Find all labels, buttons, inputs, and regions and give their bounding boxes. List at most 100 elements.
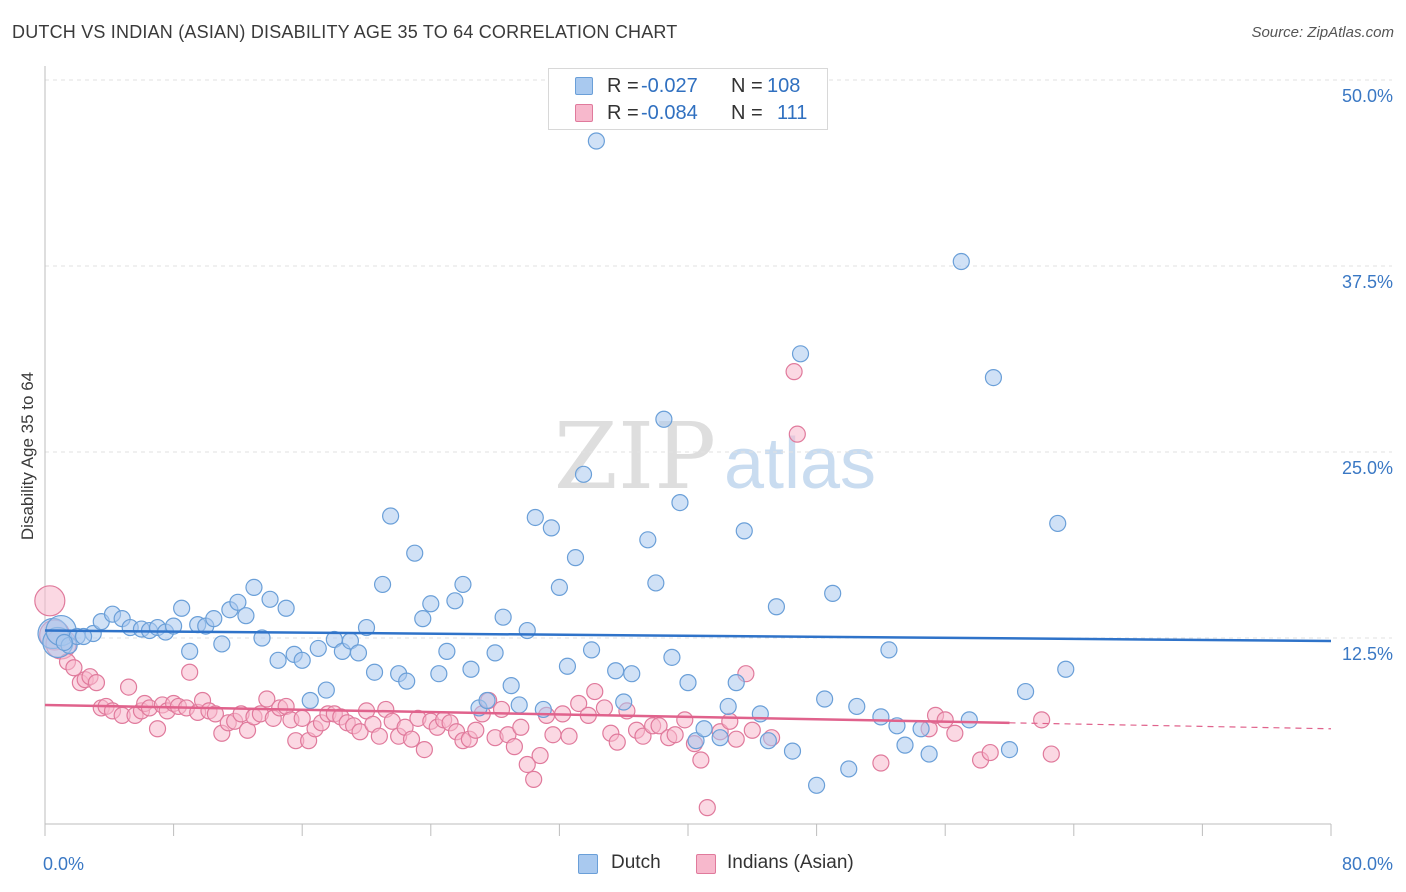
indians-point <box>692 751 710 769</box>
dutch-point <box>639 531 657 549</box>
dutch-point <box>229 593 247 611</box>
stats-n-value: 108 <box>767 75 801 97</box>
indians-point <box>676 711 694 729</box>
indians-point <box>981 743 999 762</box>
indians-point <box>415 740 433 759</box>
dutch-point <box>74 627 93 646</box>
dutch-point <box>687 732 705 750</box>
dutch-point <box>213 635 231 653</box>
dutch-point <box>502 677 520 695</box>
stats-n-label: N = <box>731 102 763 124</box>
dutch-point <box>1057 660 1075 678</box>
dutch-point <box>816 690 834 708</box>
indians-point <box>87 674 106 692</box>
indians-point <box>727 730 745 748</box>
dutch-point <box>237 607 255 625</box>
trend-lines <box>44 629 1332 730</box>
indians-point <box>698 799 716 817</box>
dutch-point <box>309 639 327 658</box>
indians-point <box>148 720 167 738</box>
dutch-point <box>478 691 496 710</box>
y-tick-labels: 12.5% 25.0% 37.5% 50.0% <box>1342 86 1393 664</box>
stats-r-label: R = <box>607 102 639 124</box>
indians-point <box>595 699 614 717</box>
indians-point <box>65 659 83 677</box>
dutch-point <box>759 732 777 750</box>
legend: Dutch Indians (Asian) <box>0 852 1406 878</box>
stats-n-label: N = <box>731 75 763 97</box>
dutch-point <box>494 608 512 626</box>
dutch-point <box>454 575 472 594</box>
dutch-point <box>173 599 191 617</box>
dutch-point <box>398 672 416 690</box>
dutch-point <box>896 736 914 754</box>
dutch-point <box>655 410 673 428</box>
dutch-point <box>446 592 464 610</box>
dutch-point <box>1016 682 1035 701</box>
dutch-point <box>582 641 601 659</box>
indians-point <box>258 690 276 708</box>
indians-point <box>560 727 578 745</box>
dutch-point <box>824 584 842 602</box>
dutch-point <box>735 522 753 540</box>
stats-r-value: -0.084 <box>641 102 698 124</box>
dutch-point <box>550 578 569 597</box>
indians-point <box>293 709 311 727</box>
dutch-point <box>462 660 480 678</box>
indians-point <box>531 746 549 765</box>
dutch-point <box>365 663 384 681</box>
y-tick-label: 37.5% <box>1342 272 1393 292</box>
chart-title: DUTCH VS INDIAN (ASIAN) DISABILITY AGE 3… <box>12 22 678 42</box>
dutch-point <box>566 549 585 567</box>
dutch-point <box>872 708 890 726</box>
dutch-point <box>767 598 786 616</box>
stats-r-value: -0.027 <box>641 75 698 97</box>
dutch-trend-line <box>44 629 1332 643</box>
dutch-point <box>615 693 633 711</box>
dutch-point <box>526 508 544 527</box>
dutch-point <box>430 665 448 683</box>
indians-point <box>570 694 588 713</box>
dutch-point <box>607 662 625 680</box>
indians-trend-line <box>44 703 1010 725</box>
indians-point <box>1033 711 1051 729</box>
indians-point <box>119 678 138 696</box>
indians-point <box>788 425 806 443</box>
x-tick-label: 0.0% <box>43 854 84 874</box>
indians-point <box>181 663 199 681</box>
indians-point <box>1042 745 1060 763</box>
dutch-point <box>671 493 689 512</box>
indians-point <box>721 712 739 730</box>
dutch-point <box>647 574 665 592</box>
dutch-point <box>277 599 295 617</box>
dutch-point <box>518 621 536 640</box>
indians-trend-extension <box>1009 722 1332 730</box>
indians-point <box>370 727 388 745</box>
dutch-point <box>984 369 1003 387</box>
dutch-point <box>574 465 593 483</box>
dutch-point <box>181 642 199 660</box>
dutch-point <box>711 729 729 747</box>
dutch-point <box>558 657 577 675</box>
dutch-point <box>301 691 319 710</box>
indians-point <box>512 718 530 736</box>
stats-n-value: 111 <box>777 102 808 124</box>
dutch-point <box>840 760 858 778</box>
dutch-point <box>719 697 737 716</box>
indians-point <box>467 721 485 739</box>
stats-swatch-dutch <box>575 77 593 95</box>
dutch-point <box>952 252 970 271</box>
source-note: Source: ZipAtlas.com <box>1251 24 1394 41</box>
dutch-point <box>349 644 368 662</box>
gridlines <box>45 79 1392 639</box>
y-tick-label: 50.0% <box>1342 86 1393 106</box>
dutch-point <box>261 590 279 608</box>
dutch-point <box>783 742 802 760</box>
indians-point <box>34 585 66 617</box>
watermark: ZIP atlas <box>554 403 876 510</box>
dutch-point <box>245 578 263 597</box>
dutch-point <box>695 720 713 738</box>
dutch-point <box>165 617 183 635</box>
legend-swatch-dutch <box>578 854 598 874</box>
dutch-point <box>623 665 641 683</box>
